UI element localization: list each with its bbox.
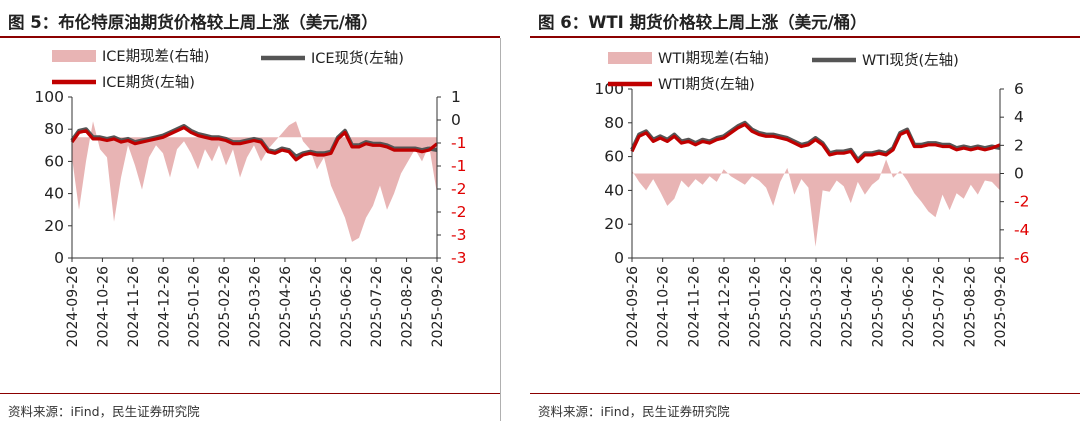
x-tick-label: 2025-03-26: [248, 266, 264, 347]
left-tick-label: 40: [44, 185, 64, 203]
legend-label-spot: ICE现货(左轴): [311, 50, 404, 67]
figure-6-panel: 图 6：WTI 期货价格较上周上涨（美元/桶） 0 20 40 60 80 100 6 4 2 0…: [530, 0, 1080, 421]
x-tick-label: 2025-08-26: [400, 266, 416, 347]
right-tick-label: -3: [451, 249, 466, 267]
left-tick-label: 20: [604, 215, 624, 233]
x-tick-label: 2024-09-26: [625, 266, 641, 347]
left-tick-label: 60: [44, 152, 64, 170]
source-divider: [530, 393, 1080, 394]
right-tick-label: -2: [451, 180, 466, 198]
x-tick-label: 2025-04-26: [840, 266, 856, 347]
x-tick-label: 2025-05-26: [870, 266, 886, 347]
spread-area: [72, 121, 437, 242]
source-note: 资料来源：iFind，民生证券研究院: [8, 404, 200, 419]
x-tick-label: 2024-10-26: [656, 266, 672, 347]
legend-label-spread: WTI期现差(右轴): [658, 50, 769, 67]
right-tick-label: 4: [1014, 108, 1024, 126]
brent-chart: 0 20 40 60 80 100 1 0 -1 -1 -2 -2 -3 -3 2024-09-26 2024…: [34, 48, 466, 347]
x-tick-label: 2024-12-26: [717, 266, 733, 347]
legend-label-spread: ICE期现差(右轴): [102, 48, 209, 65]
x-tick-label: 2024-12-26: [156, 266, 172, 347]
figure-title: 图 6：WTI 期货价格较上周上涨（美元/桶）: [538, 13, 867, 32]
left-tick-label: 20: [44, 217, 64, 235]
x-tick-label: 2025-07-26: [932, 266, 948, 347]
source-divider: [0, 393, 500, 394]
spread-area: [632, 159, 1000, 247]
x-tick-label: 2025-09-26: [993, 266, 1009, 347]
x-tick-label: 2025-06-26: [901, 266, 917, 347]
right-tick-label: -4: [1014, 221, 1029, 239]
right-tick-label: 0: [451, 111, 461, 129]
right-tick-label: -1: [451, 157, 466, 175]
legend-label-futures: ICE期货(左轴): [102, 74, 195, 91]
right-tick-label: -6: [1014, 249, 1029, 267]
title-divider: [0, 36, 500, 38]
x-tick-label: 2024-11-26: [126, 266, 142, 347]
right-tick-label: 1: [451, 88, 461, 106]
x-tick-label: 2024-11-26: [686, 266, 702, 347]
right-tick-label: 6: [1014, 80, 1024, 98]
x-tick-label: 2025-04-26: [278, 266, 294, 347]
right-tick-label: -2: [1014, 193, 1029, 211]
x-tick-label: 2025-02-26: [217, 266, 233, 347]
x-tick-label: 2025-05-26: [308, 266, 324, 347]
title-divider: [530, 36, 1080, 38]
left-tick-label: 40: [604, 181, 624, 199]
x-tick-label: 2025-01-26: [187, 266, 203, 347]
panel-separator: [500, 38, 501, 421]
x-tick-label: 2025-03-26: [809, 266, 825, 347]
right-tick-label: -3: [451, 226, 466, 244]
x-tick-label: 2025-09-26: [430, 266, 446, 347]
futures-line: [70, 125, 438, 162]
legend-swatch-spread: [608, 52, 652, 64]
figure-5-panel: 图 5：布伦特原油期货价格较上周上涨（美元/桶） 0 20 40 60 80 100 1 0 -…: [0, 0, 500, 421]
left-tick-label: 60: [604, 148, 624, 166]
left-tick-label: 80: [44, 120, 64, 138]
figure-title: 图 5：布伦特原油期货价格较上周上涨（美元/桶）: [8, 13, 378, 32]
right-tick-label: -2: [451, 203, 466, 221]
x-tick-label: 2025-06-26: [339, 266, 355, 347]
right-tick-label: 0: [1014, 165, 1024, 183]
right-tick-label: -1: [451, 134, 466, 152]
x-tick-label: 2024-10-26: [95, 266, 111, 347]
legend-label-futures: WTI期货(左轴): [658, 76, 755, 93]
x-tick-label: 2025-02-26: [778, 266, 794, 347]
x-tick-label: 2024-09-26: [65, 266, 81, 347]
right-tick-label: 2: [1014, 136, 1024, 154]
legend-label-spot: WTI现货(左轴): [862, 52, 959, 69]
futures-line: [630, 122, 1001, 164]
source-note: 资料来源：iFind，民生证券研究院: [538, 404, 730, 419]
left-tick-label: 100: [34, 88, 64, 106]
left-tick-label: 80: [604, 114, 624, 132]
legend-swatch-spread: [52, 50, 96, 62]
x-tick-label: 2025-08-26: [962, 266, 978, 347]
left-tick-label: 0: [614, 249, 624, 267]
left-tick-label: 0: [54, 249, 64, 267]
x-tick-label: 2025-01-26: [748, 266, 764, 347]
x-tick-label: 2025-07-26: [369, 266, 385, 347]
